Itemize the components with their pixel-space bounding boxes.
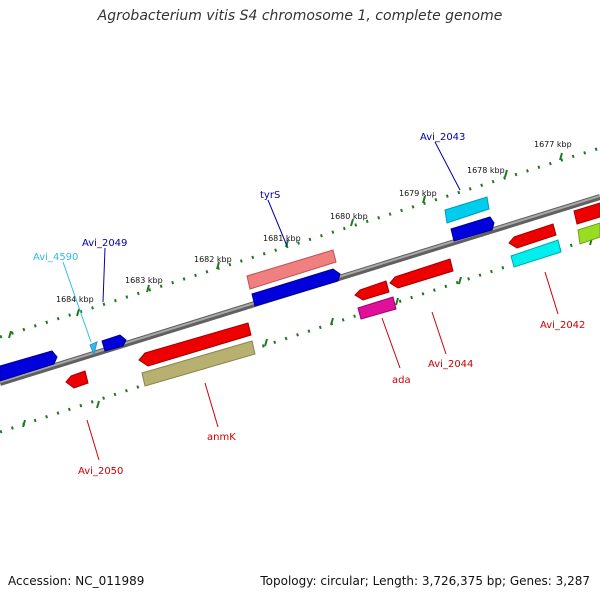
gene-left-blue[interactable]	[0, 350, 58, 382]
tick-label: 1682 kbp	[194, 255, 232, 264]
tick-label: 1681 kbp	[263, 234, 301, 243]
gene-label-avi-2049: Avi_2049	[82, 238, 127, 249]
gene-ada-b[interactable]	[357, 296, 397, 320]
gene-avi-2042-a[interactable]	[508, 223, 557, 249]
tick-label: 1680 kbp	[330, 212, 368, 221]
reverse-features[interactable]	[65, 222, 600, 389]
gene-avi-2043-b[interactable]	[450, 216, 495, 242]
gene-label-avi-2042: Avi_2042	[540, 320, 585, 331]
gene-tyrs-b[interactable]	[251, 268, 341, 307]
gene-anmk-a[interactable]	[138, 322, 252, 367]
gene-label-anmk: anmK	[207, 432, 236, 443]
label-leaders	[62, 141, 559, 461]
gene-avi-4590[interactable]	[89, 341, 98, 356]
gene-tyrs-a[interactable]	[246, 249, 337, 290]
tick-label: 1679 kbp	[399, 189, 437, 198]
gene-label-avi-2050: Avi_2050	[78, 466, 123, 477]
gene-label-ada: ada	[392, 375, 411, 386]
tick-label: 1683 kbp	[125, 276, 163, 285]
tick-label: 1678 kbp	[467, 166, 505, 175]
gene-avi-2044[interactable]	[389, 258, 454, 289]
gene-avi-2050[interactable]	[65, 370, 89, 389]
gene-ada-a[interactable]	[354, 280, 390, 301]
gene-lime[interactable]	[577, 222, 600, 245]
gene-avi-2043-a[interactable]	[444, 196, 490, 224]
gene-label-avi-2043: Avi_2043	[420, 132, 465, 143]
gene-right-red[interactable]	[573, 202, 600, 225]
gene-anmk-b[interactable]	[141, 340, 256, 387]
tick-label: 1677 kbp	[534, 140, 572, 149]
topology-text: Topology: circular; Length: 3,726,375 bp…	[260, 574, 590, 588]
gene-avi-2042-b[interactable]	[510, 239, 562, 268]
forward-features[interactable]	[0, 196, 600, 382]
gene-label-avi-4590: Avi_4590	[33, 252, 78, 263]
gene-avi-2049[interactable]	[101, 334, 127, 352]
gene-label-tyrs: tyrS	[260, 190, 280, 201]
gene-label-avi-2044: Avi_2044	[428, 359, 473, 370]
accession-text: Accession: NC_011989	[8, 574, 145, 588]
tick-label: 1684 kbp	[56, 295, 94, 304]
map-title: Agrobacterium vitis S4 chromosome 1, com…	[97, 8, 503, 24]
